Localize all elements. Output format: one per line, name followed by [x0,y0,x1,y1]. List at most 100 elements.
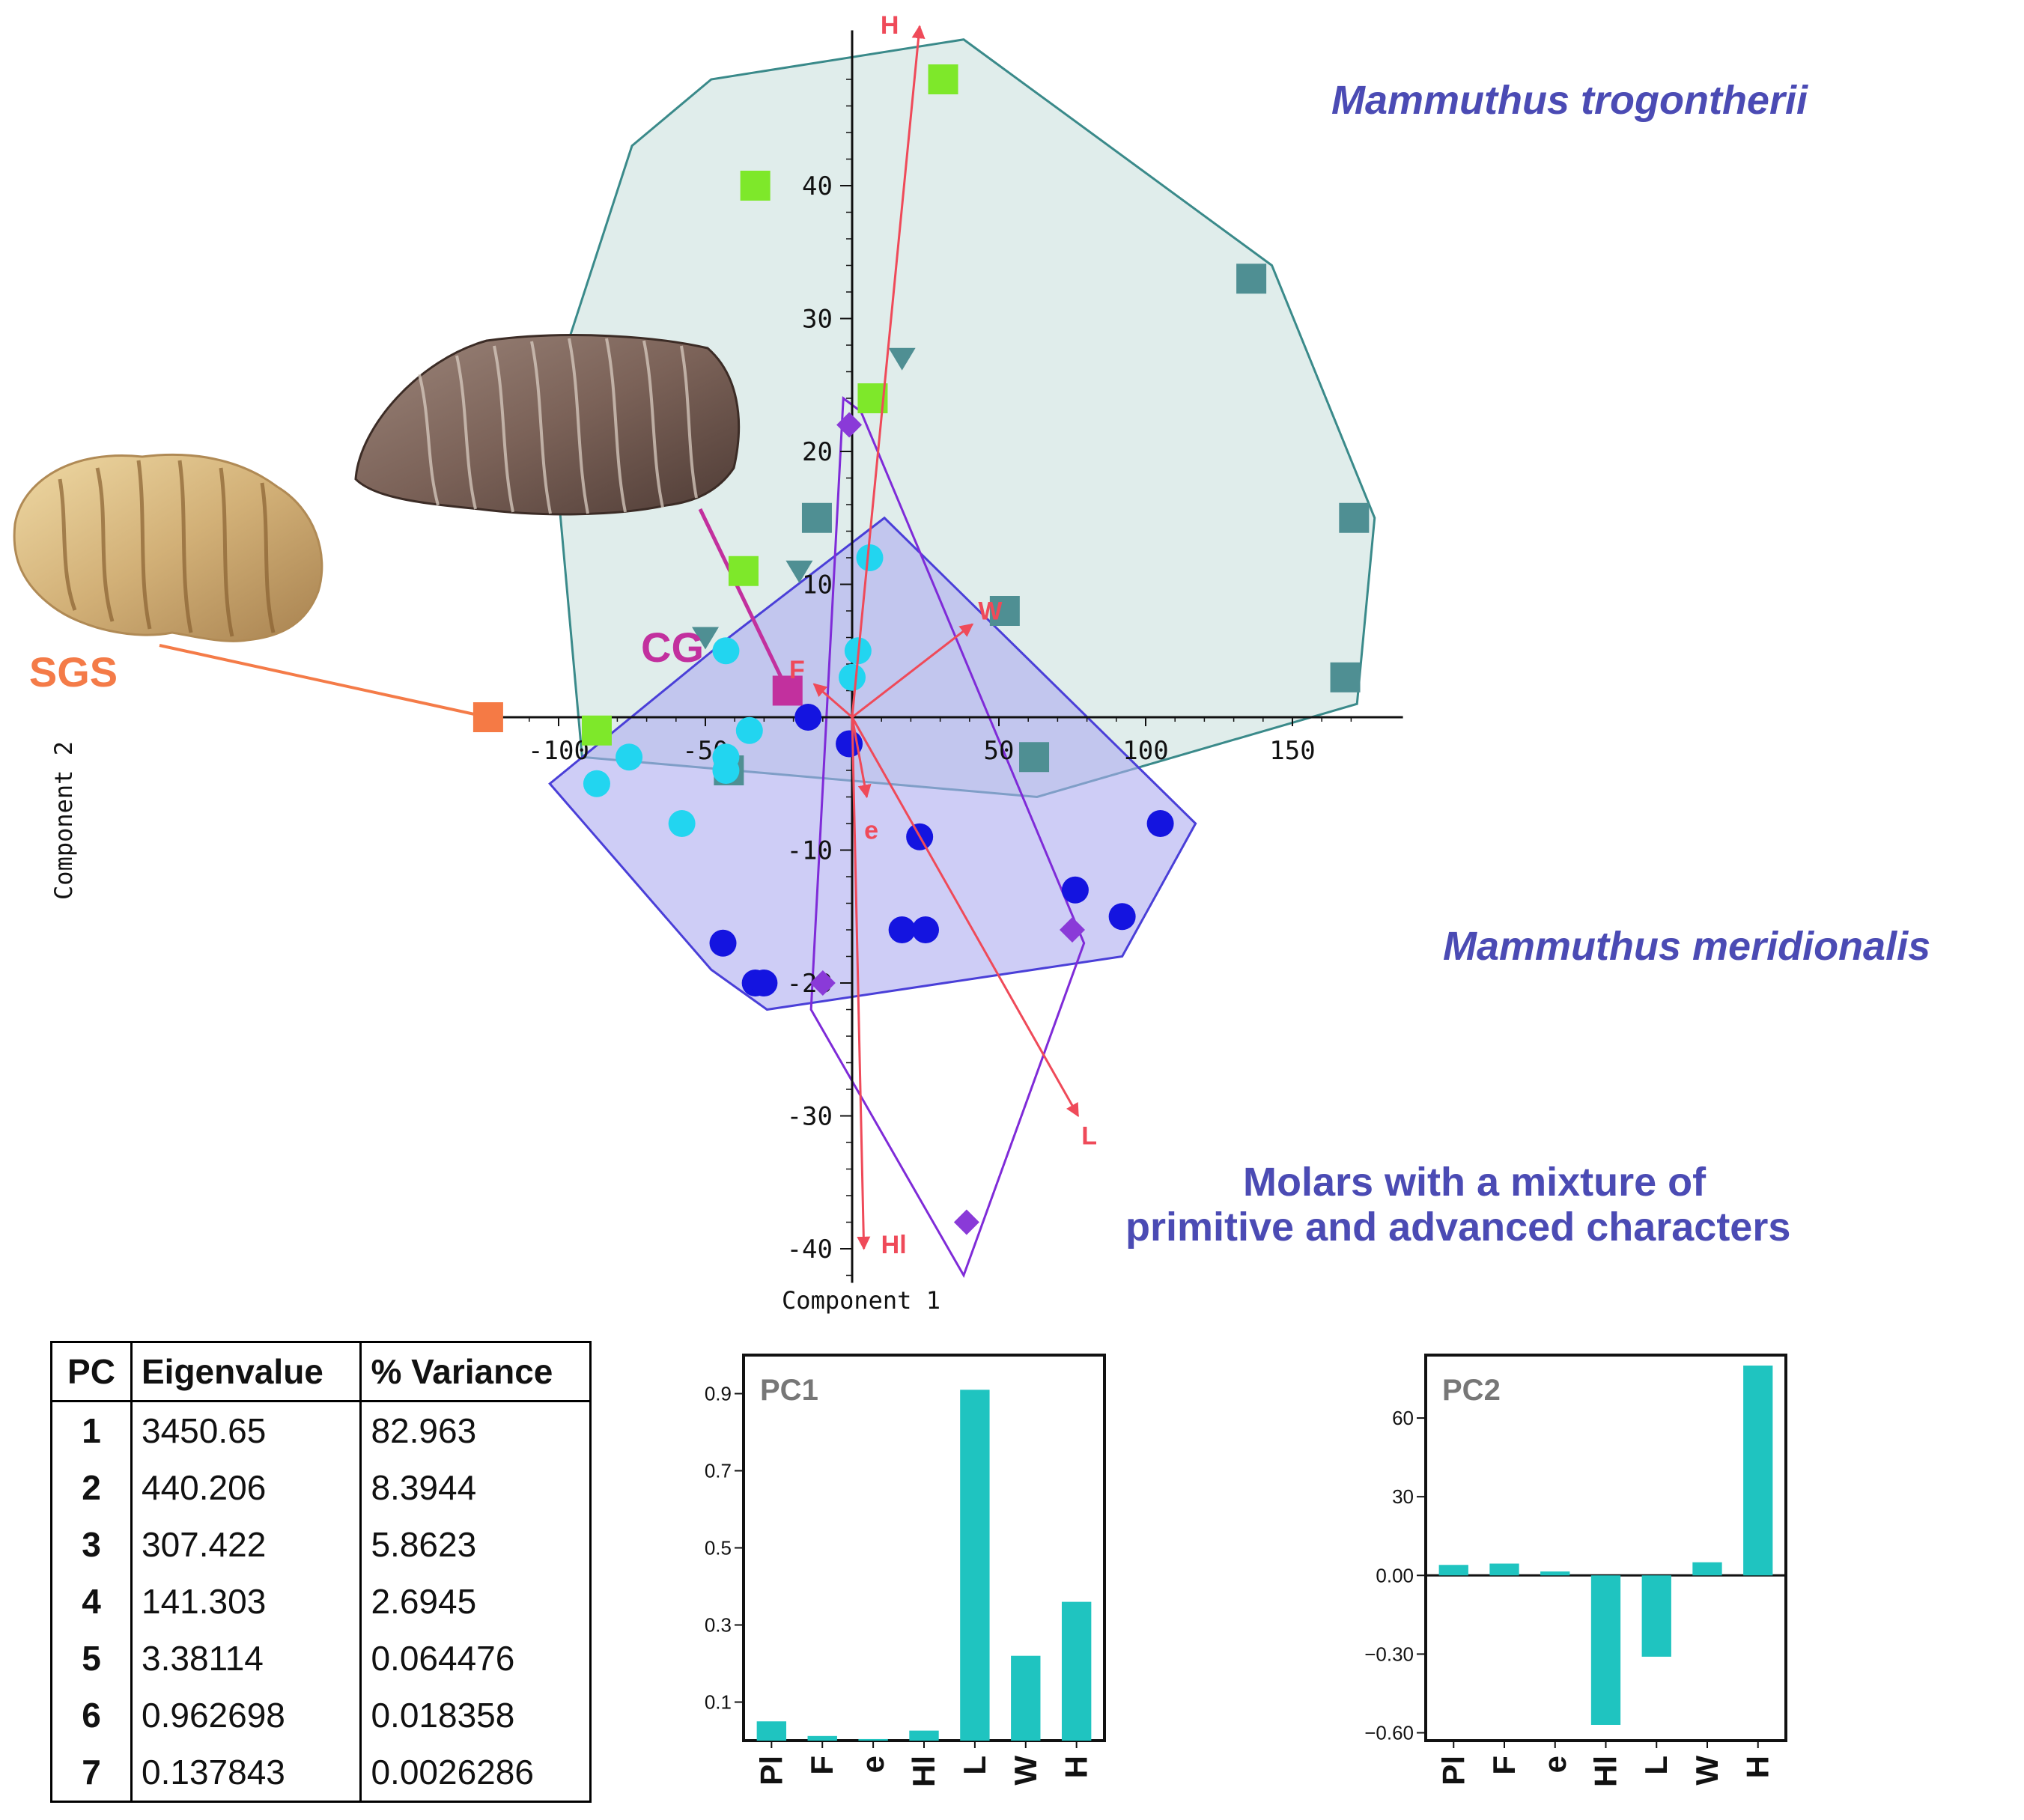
table-cell: 0.064476 [359,1630,592,1687]
bar [1438,1565,1468,1576]
table-row: 7 0.137843 0.0026286 [50,1744,592,1802]
cg-molar-photo [354,334,741,516]
marker-square [1330,662,1361,693]
y-tick-label: 30 [802,305,833,335]
x-tick-label: 100 [1122,736,1168,766]
loading-label: H [881,11,899,40]
table-cell: 2.6945 [359,1573,592,1630]
x-tick-label: L [1638,1756,1674,1775]
marker-square [989,596,1020,626]
table-cell: 4 [50,1573,133,1630]
table-row: 3 307.422 5.8623 [50,1516,592,1573]
table-cell: 0.018358 [359,1687,592,1744]
cg-leader-line [698,508,790,692]
y-tick-label: −0.30 [1364,1643,1414,1665]
chart-title: PC2 [1442,1374,1501,1407]
table-cell: 3450.65 [130,1401,362,1459]
loading-vector [851,716,872,799]
label-mixture-line2: primitive and advanced characters [1125,1205,1790,1250]
bar [960,1390,990,1741]
sgs-leader-line [159,644,489,719]
marker-circle [712,757,740,784]
y-tick-label: 0.1 [705,1691,732,1714]
loading-label: e [864,817,878,845]
plot-frame [742,1354,1106,1742]
x-tick-label: F [804,1756,839,1775]
bar [1692,1562,1722,1576]
table-cell: 3.38114 [130,1630,362,1687]
marker-circle [1108,903,1136,931]
marker-circle [583,770,610,797]
y-tick-label: 0.00 [1376,1564,1414,1586]
marker-diamond [953,1209,979,1235]
y-tick-label: -30 [787,1102,833,1132]
loading-vector [851,716,871,1250]
marker-circle [712,637,740,665]
x-tick-label: Pl [1435,1756,1471,1786]
col-header-variance: % Variance [359,1341,592,1402]
table-cell: 6 [50,1687,133,1744]
marker-diamond [1060,917,1085,943]
bar [1641,1575,1671,1657]
marker-triangle [692,627,719,650]
loading-label: Hl [881,1231,907,1259]
y-tick-label: 0.3 [705,1614,732,1637]
label-mixture-line1: Molars with a mixture of [1243,1160,1707,1205]
table-cell: 2 [50,1459,133,1516]
loading-vector [851,25,926,718]
marker-circle [912,916,939,943]
table-cell: 141.303 [130,1573,362,1630]
y-tick-label: 0.5 [705,1537,732,1559]
table-header-row: PC Eigenvalue % Variance [50,1341,592,1402]
table-cell: 0.0026286 [359,1744,592,1802]
y-tick-label: 40 [802,171,833,201]
eigenvalue-table: PC Eigenvalue % Variance 1 3450.65 82.963 … [50,1341,592,1803]
x-tick-label: F [1486,1756,1522,1775]
loading-vector [851,716,1080,1118]
marker-square [801,502,832,533]
label-meridionalis: Mammuthus meridionalis [1443,924,1930,969]
marker-square [772,675,803,706]
y-tick-label: −0.60 [1364,1721,1414,1744]
x-tick-label: 150 [1269,736,1315,766]
marker-circle [750,970,778,996]
chart-title: PC1 [760,1374,818,1407]
x-axis-label: Component 1 [782,1286,940,1315]
x-tick-label: -100 [528,736,589,766]
loading-label: W [978,597,1003,625]
x-tick-label: e [855,1756,890,1773]
marker-square [581,715,612,746]
marker-circle [1061,876,1089,904]
marker-square [1339,502,1370,533]
marker-circle [839,663,866,691]
x-tick-label: W [1008,1756,1043,1786]
y-tick-label: 0.7 [705,1460,732,1482]
table-cell: 5.8623 [359,1516,592,1573]
marker-triangle [888,347,916,371]
marker-square [740,171,771,201]
sgs-molar-photo [13,453,323,642]
bar [1061,1601,1092,1741]
bar [1489,1563,1519,1576]
marker-triangle [785,560,813,583]
table-cell: 307.422 [130,1516,362,1573]
marker-square [728,556,759,586]
table-cell: 8.3944 [359,1459,592,1516]
loading-label: F [789,656,805,684]
marker-circle [709,929,737,957]
col-header-pc: PC [50,1341,133,1402]
x-tick-label: H [1740,1756,1775,1778]
table-cell: 0.137843 [130,1744,362,1802]
x-tick-label: H [1059,1756,1094,1778]
x-tick-label: 50 [984,736,1015,766]
x-tick-label: e [1537,1756,1572,1773]
x-tick-label: Hl [1588,1756,1623,1787]
cg-label: CG [641,624,704,671]
bar [1590,1575,1621,1725]
x-tick-label: L [957,1756,992,1775]
table-row: 5 3.38114 0.064476 [50,1630,592,1687]
bar [1743,1366,1773,1576]
marker-circle [856,544,884,571]
table-cell: 5 [50,1630,133,1687]
